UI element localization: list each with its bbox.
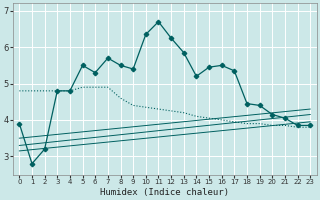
X-axis label: Humidex (Indice chaleur): Humidex (Indice chaleur) <box>100 188 229 197</box>
